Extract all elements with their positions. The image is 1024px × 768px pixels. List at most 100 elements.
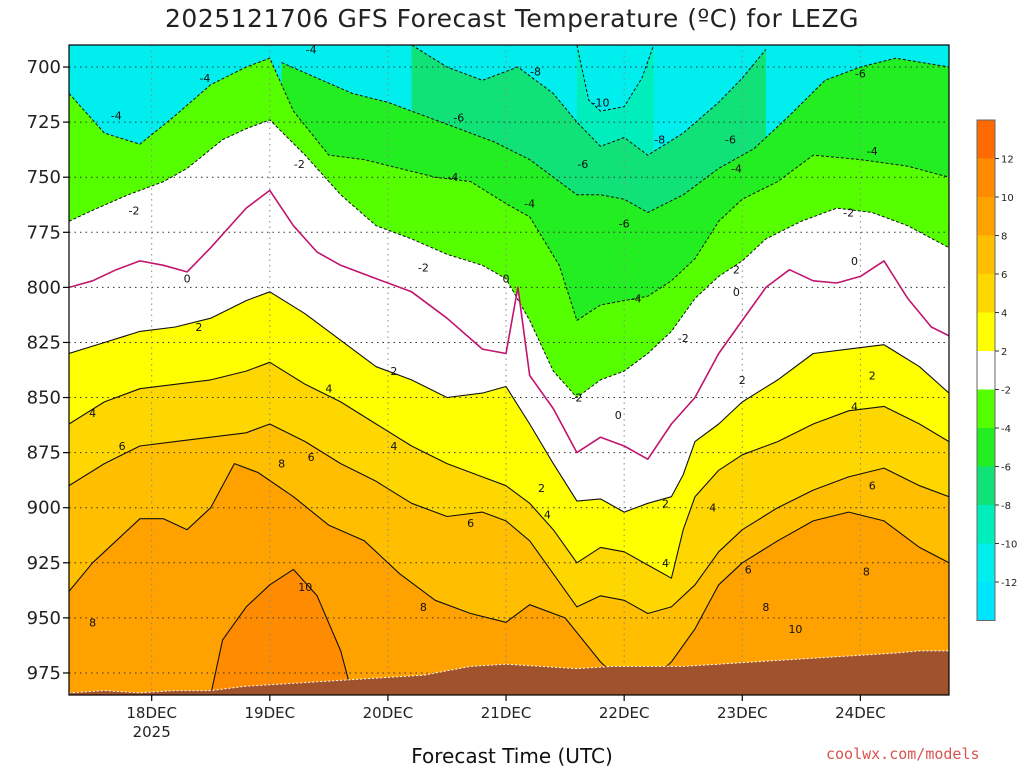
contour-label: 4 bbox=[325, 383, 332, 396]
colorbar-label: -12 bbox=[1001, 578, 1017, 589]
contour-label: -2 bbox=[571, 392, 582, 405]
contour-label: 2 bbox=[739, 374, 746, 387]
contour-label: 8 bbox=[762, 601, 769, 614]
contour-label: 8 bbox=[89, 616, 96, 629]
colorbar-label: 4 bbox=[1001, 309, 1007, 320]
colorbar-swatch bbox=[977, 389, 995, 428]
contour-label: -4 bbox=[199, 72, 210, 85]
colorbar-swatch bbox=[977, 120, 995, 159]
x-axis-title: Forecast Time (UTC) bbox=[411, 744, 613, 768]
colorbar-label: 8 bbox=[1001, 232, 1007, 243]
isotherm--10 bbox=[576, 45, 655, 112]
colorbar-swatch bbox=[977, 312, 995, 351]
chart-title: 2025121706 GFS Forecast Temperature (ºC)… bbox=[165, 4, 859, 33]
colorbar-swatch bbox=[977, 158, 995, 197]
x-tick-label: 20DEC bbox=[363, 704, 414, 722]
isotherm-10 bbox=[210, 568, 354, 695]
contour-label: 4 bbox=[662, 557, 669, 570]
contour-label: -6 bbox=[577, 158, 588, 171]
contour-label: 10 bbox=[788, 623, 802, 636]
contour-label: 10 bbox=[298, 581, 312, 594]
isotherm--4 bbox=[69, 57, 949, 321]
terrain bbox=[69, 650, 949, 695]
colorbar-swatch bbox=[977, 428, 995, 467]
contour-label: 8 bbox=[278, 458, 285, 471]
contour-label: 8 bbox=[863, 566, 870, 579]
colorbar-label: -8 bbox=[1001, 501, 1011, 512]
colorbar-swatch bbox=[977, 235, 995, 274]
x-tick-label: 22DEC bbox=[599, 704, 650, 722]
colorbar-frame bbox=[976, 119, 996, 621]
y-tick-label: 975 bbox=[27, 663, 61, 684]
contour-label: -4 bbox=[447, 171, 458, 184]
contour-label: -4 bbox=[630, 292, 641, 305]
y-tick-label: 900 bbox=[27, 498, 61, 519]
y-tick-label: 950 bbox=[27, 608, 61, 629]
contour-label: -4 bbox=[867, 145, 878, 158]
contour-label: 6 bbox=[308, 451, 315, 464]
contour-label: -8 bbox=[530, 65, 541, 78]
isotherm-8 bbox=[69, 463, 949, 695]
contour-label: 2 bbox=[733, 264, 740, 277]
isotherm--8 bbox=[411, 45, 767, 156]
contour-label: 4 bbox=[89, 407, 96, 420]
isotherm-2 bbox=[69, 291, 949, 513]
contour-label: 6 bbox=[745, 563, 752, 576]
colorbar-label: 12 bbox=[1001, 155, 1014, 166]
colorbar-label: 2 bbox=[1001, 347, 1007, 358]
colorbar-swatch bbox=[977, 505, 995, 544]
colorbar-label: 10 bbox=[1001, 193, 1014, 204]
terrain-ground bbox=[69, 650, 949, 695]
contour-label: 0 bbox=[851, 255, 858, 268]
colorbar-label: -6 bbox=[1001, 463, 1011, 474]
contour-label: -2 bbox=[418, 262, 429, 275]
contour-label: -2 bbox=[843, 206, 854, 219]
source-credit: coolwx.com/models bbox=[826, 745, 980, 763]
colorbar-label: -2 bbox=[1001, 386, 1011, 397]
contour-label: 2 bbox=[538, 482, 545, 495]
contour-label: 4 bbox=[544, 508, 551, 521]
contour-label: -6 bbox=[619, 217, 630, 230]
isotherm--2 bbox=[69, 119, 949, 398]
x-tick-label: 21DEC bbox=[481, 704, 532, 722]
contour-label: 4 bbox=[851, 400, 858, 413]
contour-labels: 0 2 4 6 8 -4 -2 -4 8 10 6 4 -2 -4 2 4 -2 -4 -6 8 6 0 -4 -8 2 4 -2 -… bbox=[89, 43, 878, 636]
contour-label: -2 bbox=[678, 332, 689, 345]
isotherm-6 bbox=[69, 423, 949, 615]
contour-label: 6 bbox=[869, 480, 876, 493]
contour-label: 0 bbox=[733, 286, 740, 299]
colorbar-label: -10 bbox=[1001, 540, 1017, 551]
y-tick-label: 875 bbox=[27, 443, 61, 464]
contour-label: -4 bbox=[731, 162, 742, 175]
contour-label: 2 bbox=[195, 321, 202, 334]
y-tick-label: 750 bbox=[27, 167, 61, 188]
plot-frame bbox=[68, 44, 950, 696]
colorbar-swatch bbox=[977, 582, 995, 621]
contour-label: -2 bbox=[128, 204, 139, 217]
contour-label: -4 bbox=[306, 43, 317, 56]
x-tick-label: 18DEC bbox=[126, 704, 177, 722]
y-tick-label: 850 bbox=[27, 388, 61, 409]
contour-label: 6 bbox=[119, 440, 126, 453]
colorbar-label: 6 bbox=[1001, 270, 1007, 281]
y-tick-label: 825 bbox=[27, 332, 61, 353]
contour-label: -6 bbox=[453, 112, 464, 125]
y-tick-label: 925 bbox=[27, 553, 61, 574]
colorbar-swatch bbox=[977, 466, 995, 505]
x-tick-label: 23DEC bbox=[717, 704, 768, 722]
colorbar-swatch bbox=[977, 543, 995, 582]
contour-label: -10 bbox=[592, 96, 610, 109]
colorbar-swatch bbox=[977, 197, 995, 236]
temperature-field bbox=[69, 45, 949, 695]
contour-label: 6 bbox=[467, 517, 474, 530]
contour-label: 2 bbox=[390, 365, 397, 378]
y-tick-label: 725 bbox=[27, 112, 61, 133]
contour-label: 0 bbox=[503, 273, 510, 286]
contour-label: -8 bbox=[654, 134, 665, 147]
x-tick-label: 19DEC bbox=[245, 704, 296, 722]
colorbar: 12 10 8 6 4 2 -2 -4 -6 -8 -10 -12 bbox=[976, 119, 1017, 621]
contour-label: 0 bbox=[615, 409, 622, 422]
contour-label: -4 bbox=[524, 198, 535, 211]
